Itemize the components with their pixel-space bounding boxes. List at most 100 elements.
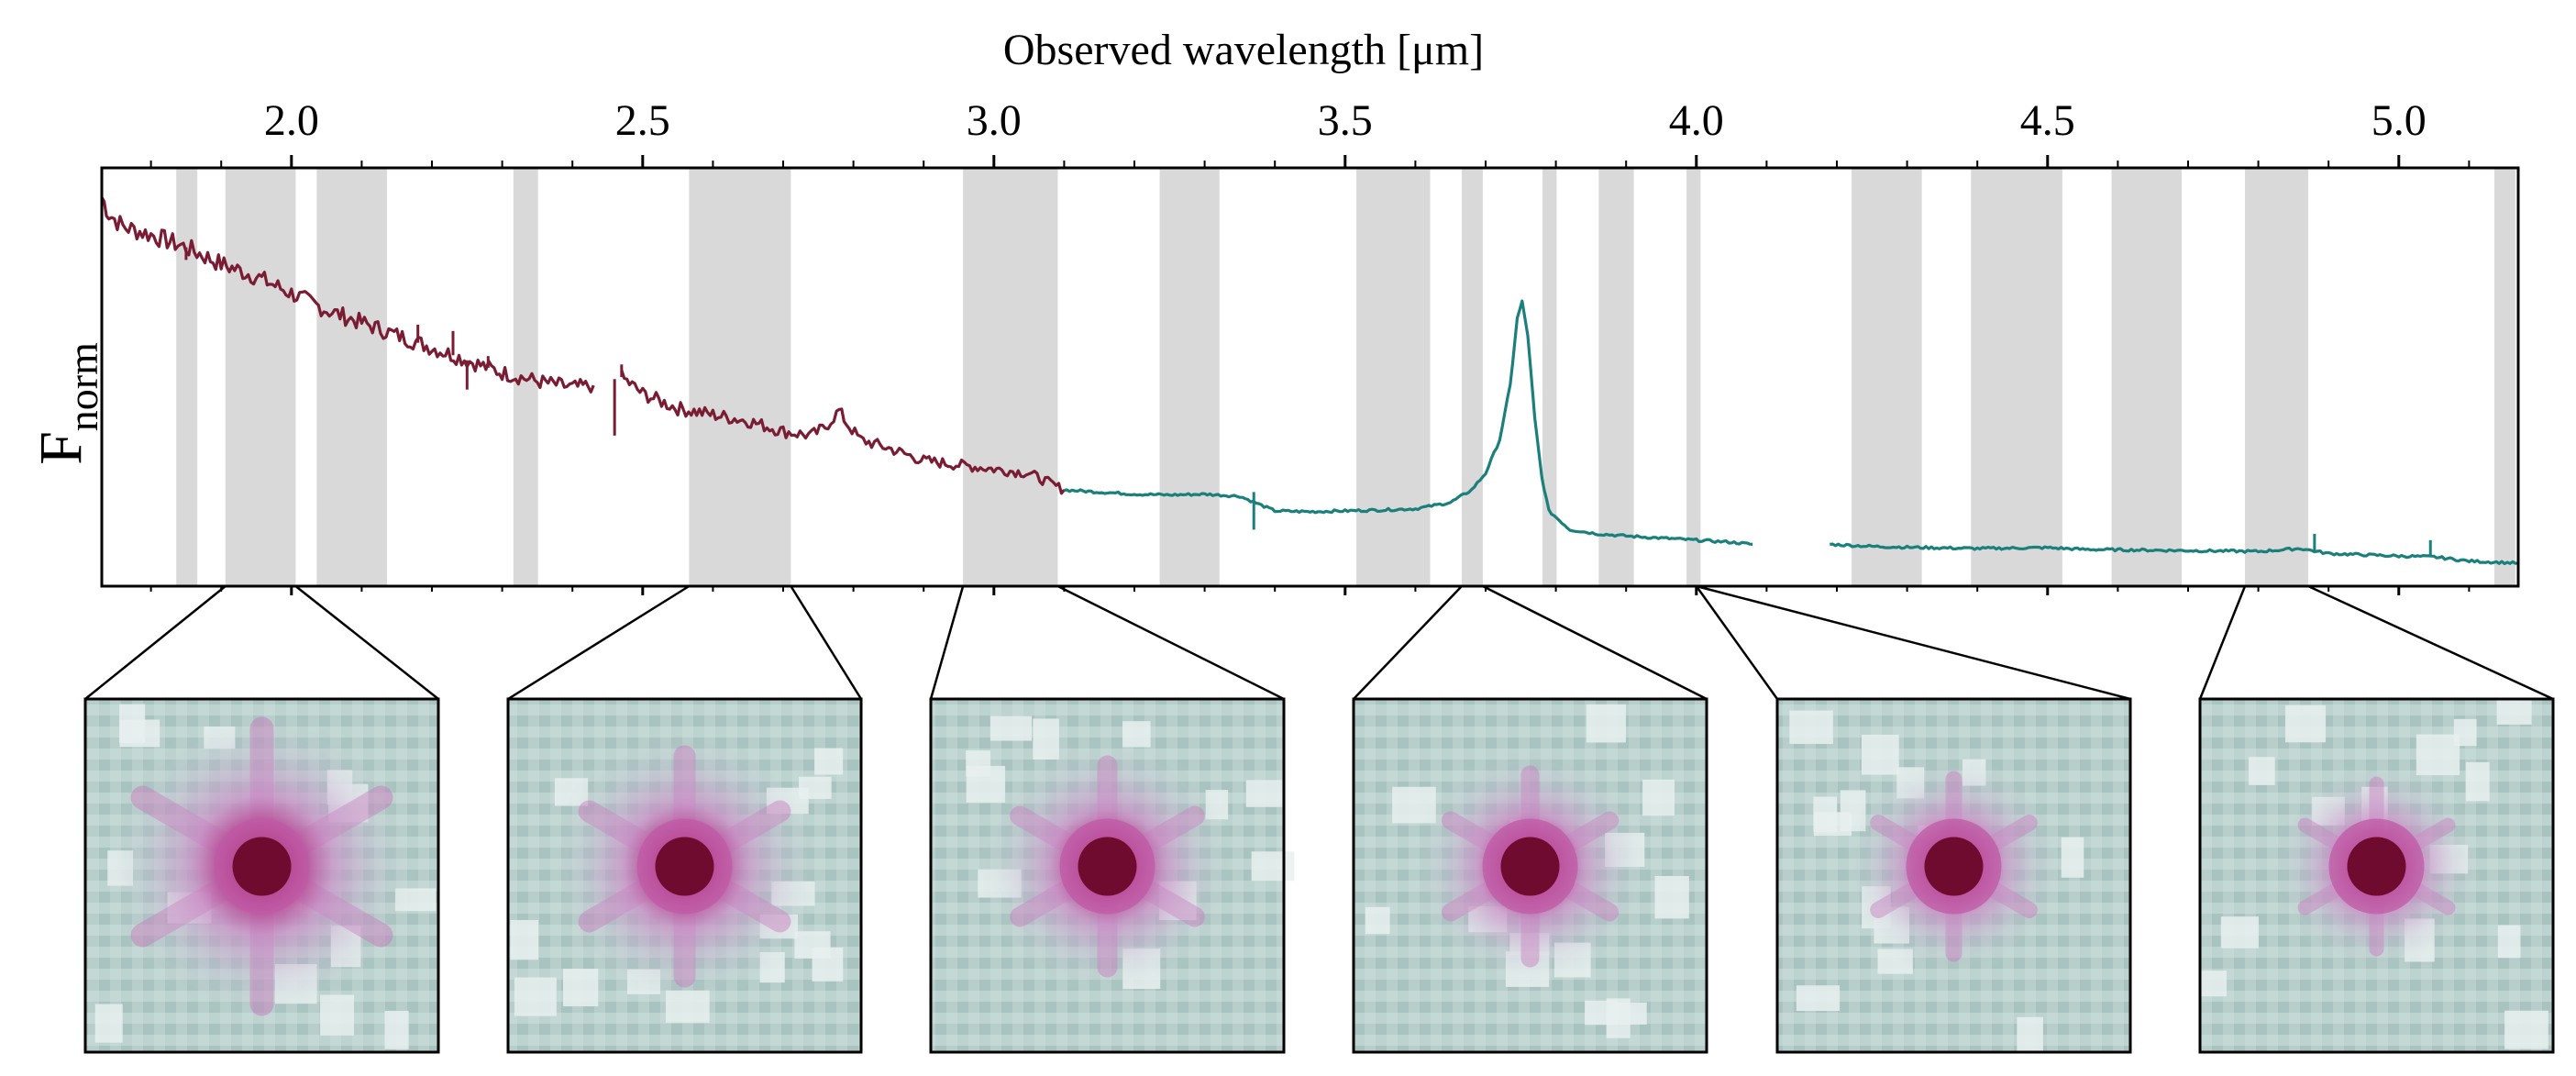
spectrum-series [100, 196, 2519, 566]
shaded-band [963, 168, 1058, 586]
y-axis-title-sub: norm [60, 342, 106, 431]
cutout-panel [929, 697, 1295, 1054]
cutout-noise-patch [799, 776, 832, 799]
psf-core [1500, 837, 1560, 896]
tick-label: 3.5 [1318, 96, 1373, 145]
cutout-noise-patch [2496, 699, 2532, 725]
cutout-noise-patch [2061, 837, 2084, 878]
cutout-noise-patch [1606, 998, 1631, 1038]
connector-left [1695, 585, 1779, 700]
plot-area: 2.0 2.5 3.0 3.5 4.0 4.5 5.0 [100, 96, 2520, 595]
cutout-noise-patch [812, 947, 844, 982]
cutout-noise-patch [1586, 704, 1626, 743]
cutout-noise-patch [1245, 780, 1283, 807]
psf-core [232, 837, 292, 896]
cutout-noise-patch [2249, 757, 2275, 785]
tick-label: 5.0 [2371, 96, 2427, 145]
cutout-panel [506, 697, 863, 1054]
connector-left [507, 584, 691, 701]
y-axis-title: Fnorm [28, 342, 106, 465]
shaded-band [689, 168, 791, 586]
x-ticks: 2.0 2.5 3.0 3.5 4.0 4.5 5.0 [149, 96, 2471, 595]
shaded-band [2111, 168, 2183, 586]
cutout-noise-patch [2200, 971, 2228, 997]
psf-core [655, 837, 714, 896]
cutout-panel [1352, 697, 1708, 1054]
shaded-band [176, 168, 198, 586]
spectrum-line [100, 196, 595, 394]
connector-left [929, 585, 965, 700]
connector-left [1353, 585, 1463, 700]
connector-right [790, 585, 863, 700]
cutout-noise-patch [989, 715, 1033, 741]
cutout-noise-patch [2504, 1010, 2548, 1049]
shaded-band [2245, 168, 2308, 586]
cutout-panels [83, 697, 2555, 1054]
plot-frame [100, 166, 2520, 588]
cutout-frame [2198, 697, 2555, 1054]
cutout-frame [1775, 697, 2132, 1054]
spectrum-line [1064, 299, 1753, 546]
cutout-panel [1775, 697, 2132, 1054]
cutout-noise-patch [1365, 906, 1390, 935]
psf-core [2347, 837, 2406, 896]
cutout-noise-patch [814, 748, 844, 775]
cutout-noise-patch [1796, 985, 1841, 1011]
shaded-band [1159, 168, 1220, 586]
cutout-noise-patch [2497, 925, 2521, 959]
tick-label: 2.0 [264, 96, 319, 145]
cutout-noise-patch [119, 719, 160, 748]
shaded-band [1971, 168, 2062, 586]
tick-label: 4.0 [1669, 96, 1724, 145]
shaded-band [316, 168, 387, 586]
shaded-band [1852, 168, 1922, 586]
shaded-band [1598, 168, 1634, 586]
cutout-frame [506, 697, 863, 1054]
cutout-noise-patch [1861, 734, 1899, 775]
cutout-noise-patch [562, 969, 599, 1007]
cutout-panel [2198, 697, 2555, 1054]
cutout-noise-patch [384, 1010, 409, 1049]
shaded-band [225, 168, 296, 586]
connector-right [1696, 584, 2131, 701]
tick-label: 3.0 [967, 96, 1022, 145]
shaded-band [2493, 168, 2515, 586]
connector-left [2198, 585, 2247, 700]
shaded-band [1686, 168, 1701, 586]
tick-label: 4.5 [2020, 96, 2075, 145]
cutout-noise-patch [2220, 916, 2259, 948]
cutout-noise-patch [2285, 704, 2327, 743]
shaded-bands [176, 168, 2515, 586]
cutout-noise-patch [2465, 761, 2490, 802]
tick-label: 2.5 [615, 96, 670, 145]
spectrum-line [1830, 542, 2519, 566]
shaded-band [1461, 168, 1483, 586]
cutout-frame [83, 697, 440, 1054]
connector-left [84, 585, 227, 700]
connector-right [294, 585, 439, 700]
x-axis-title: Observed wavelength [μm] [1003, 26, 1484, 74]
svg-text:Fnorm: Fnorm [28, 342, 106, 465]
cutout-noise-patch [510, 919, 539, 960]
cutout-noise-patch [94, 1004, 123, 1043]
cutout-noise-patch [1251, 851, 1295, 882]
cutout-noise-patch [514, 977, 557, 1016]
psf-core [1924, 837, 1984, 896]
cutout-noise-patch [966, 765, 1006, 803]
shaded-band [1356, 168, 1431, 586]
y-axis-title-main: F [28, 431, 94, 465]
connector-right [1482, 584, 1708, 701]
cutout-noise-patch [1642, 779, 1675, 816]
connector-right [2307, 584, 2554, 701]
cutout-noise-patch [1789, 710, 1833, 745]
cutout-noise-patch [1654, 875, 1689, 919]
cutout-frame [929, 697, 1286, 1054]
spectrum-line [620, 370, 1066, 495]
cutout-noise-patch [2416, 734, 2460, 776]
cutout-frame [1352, 697, 1708, 1054]
cutout-noise-patch [2453, 718, 2477, 747]
cutout-noise-patch [2017, 1016, 2043, 1054]
shaded-band [1542, 168, 1557, 586]
cutout-panel [83, 697, 440, 1054]
